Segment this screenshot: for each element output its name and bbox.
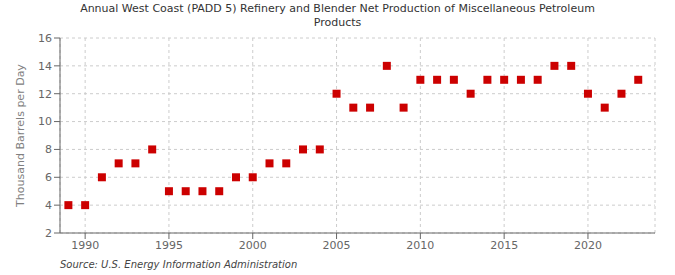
svg-text:2005: 2005 — [323, 239, 351, 252]
svg-text:2010: 2010 — [406, 239, 434, 252]
svg-text:10: 10 — [38, 115, 52, 128]
svg-text:2015: 2015 — [490, 239, 518, 252]
svg-text:Thousand Barrels per Day: Thousand Barrels per Day — [14, 64, 27, 208]
svg-text:4: 4 — [45, 199, 52, 212]
svg-text:12: 12 — [38, 88, 52, 101]
html-text:Annual West Coast (PADD 5) Ref: Annual West Coast (PADD 5) Refinery and … — [80, 2, 595, 15]
svg-text:8: 8 — [45, 143, 52, 156]
svg-text:2000: 2000 — [239, 239, 267, 252]
svg-text:2020: 2020 — [574, 239, 602, 252]
svg-text:6: 6 — [45, 171, 52, 184]
svg-text:2: 2 — [45, 227, 52, 240]
svg-text:1990: 1990 — [71, 239, 99, 252]
svg-text:1995: 1995 — [155, 239, 183, 252]
html-text:Products: Products — [313, 16, 362, 29]
svg-text:14: 14 — [38, 60, 52, 73]
html-text:Source: U.S. Energy Informatio: Source: U.S. Energy Information Administ… — [60, 259, 298, 270]
svg-text:16: 16 — [38, 32, 52, 45]
